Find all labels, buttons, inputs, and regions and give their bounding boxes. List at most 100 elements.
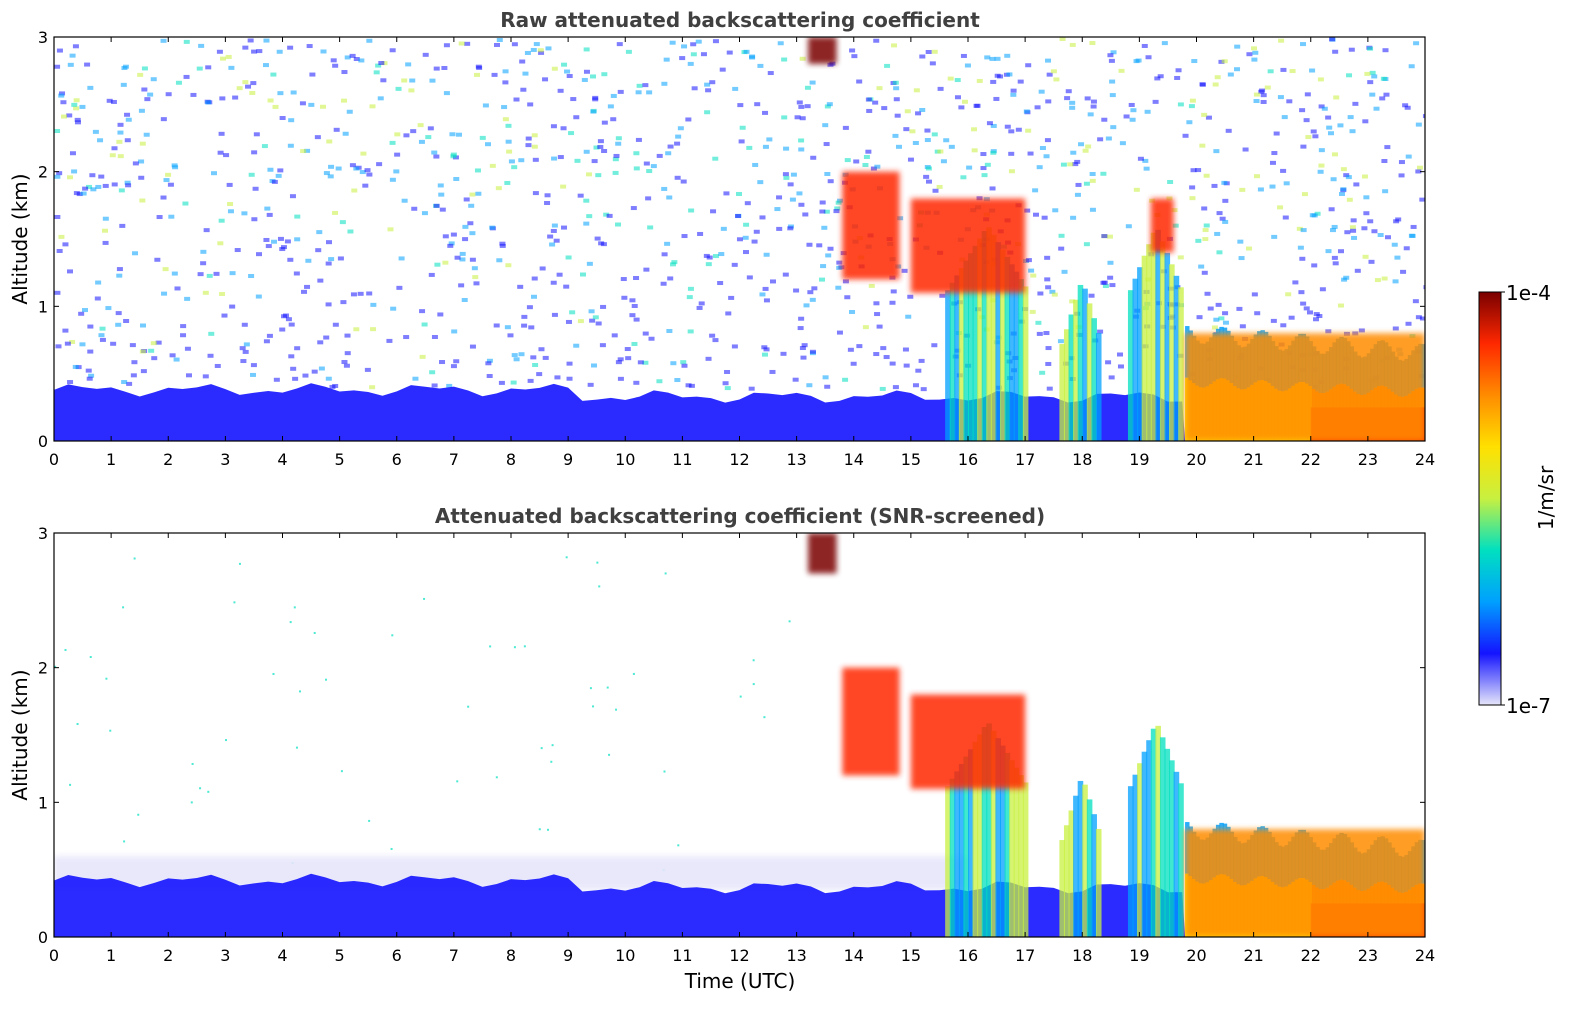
heatmap-cell bbox=[566, 74, 573, 79]
heatmap-cell bbox=[826, 102, 833, 107]
heatmap-cell bbox=[226, 182, 233, 187]
heatmap-cell bbox=[263, 38, 270, 43]
heatmap-cell bbox=[1101, 234, 1108, 239]
heatmap-cell bbox=[102, 228, 109, 233]
heatmap-cell bbox=[148, 348, 155, 353]
x-tick-label: 10 bbox=[615, 946, 635, 965]
heatmap-cell bbox=[1145, 55, 1152, 60]
heatmap-plume bbox=[1091, 318, 1097, 441]
heatmap-cell bbox=[1392, 326, 1399, 331]
heatmap-cell bbox=[442, 260, 449, 265]
heatmap-cell bbox=[1024, 208, 1031, 213]
heatmap-cell bbox=[804, 85, 811, 90]
heatmap-cell bbox=[366, 291, 373, 296]
heatmap-cell bbox=[473, 281, 480, 286]
heatmap-cell bbox=[190, 92, 197, 97]
heatmap-cell bbox=[102, 216, 109, 221]
heatmap-cell bbox=[1253, 99, 1260, 104]
heatmap-cell bbox=[225, 739, 228, 742]
heatmap-cell bbox=[1125, 224, 1132, 229]
heatmap-cell bbox=[229, 271, 236, 276]
heatmap-cell bbox=[746, 145, 753, 150]
heatmap-cell bbox=[1363, 211, 1370, 216]
heatmap-cell bbox=[753, 229, 760, 234]
heatmap-cell bbox=[549, 242, 556, 247]
heatmap-cell bbox=[551, 66, 558, 71]
heatmap-cell bbox=[1271, 234, 1278, 239]
heatmap-cell bbox=[69, 53, 76, 58]
heatmap-cell bbox=[798, 138, 805, 143]
heatmap-cell bbox=[824, 104, 831, 109]
heatmap-cell bbox=[615, 708, 618, 711]
heatmap-cell bbox=[360, 151, 367, 156]
heatmap-cell bbox=[742, 235, 749, 240]
heatmap-cell bbox=[391, 634, 394, 637]
heatmap-cell bbox=[1133, 187, 1140, 192]
heatmap-cell bbox=[610, 93, 617, 98]
heatmap-cell bbox=[469, 192, 476, 197]
heatmap-cell bbox=[105, 677, 108, 680]
heatmap-cell bbox=[139, 198, 146, 203]
heatmap-plume bbox=[977, 734, 983, 937]
heatmap-cell bbox=[783, 175, 790, 180]
heatmap-cell bbox=[469, 257, 476, 262]
heatmap-cell bbox=[72, 44, 79, 49]
heatmap-cell bbox=[341, 70, 348, 75]
heatmap-cell bbox=[190, 801, 193, 804]
heatmap-cell bbox=[451, 329, 458, 334]
heatmap-cell bbox=[1144, 109, 1151, 114]
heatmap-cell bbox=[1340, 167, 1347, 172]
heatmap-cell bbox=[122, 64, 129, 69]
heatmap-cell bbox=[1350, 228, 1357, 233]
heatmap-cell bbox=[687, 61, 694, 66]
heatmap-cell bbox=[293, 606, 296, 609]
heatmap-cell bbox=[1381, 159, 1388, 164]
heatmap-cell bbox=[594, 236, 601, 241]
heatmap-cell bbox=[925, 49, 932, 54]
heatmap-cell bbox=[799, 346, 806, 351]
heatmap-cell bbox=[327, 174, 334, 179]
heatmap-cell bbox=[1354, 268, 1361, 273]
heatmap-cell bbox=[1352, 101, 1359, 106]
heatmap-cell bbox=[907, 294, 914, 299]
heatmap-plume bbox=[1132, 774, 1139, 937]
heatmap-cell bbox=[366, 38, 373, 43]
heatmap-cell bbox=[468, 203, 475, 208]
x-tick-label: 3 bbox=[220, 946, 230, 965]
heatmap-cell bbox=[279, 327, 286, 332]
heatmap-cell bbox=[1300, 301, 1307, 306]
heatmap-cell bbox=[834, 206, 841, 211]
heatmap-cell bbox=[242, 80, 249, 85]
heatmap-cell bbox=[66, 269, 73, 274]
heatmap-cell bbox=[553, 238, 560, 243]
heatmap-cell bbox=[873, 301, 880, 306]
heatmap-cell bbox=[323, 171, 330, 176]
heatmap-cell bbox=[86, 376, 93, 381]
heatmap-cell bbox=[749, 55, 756, 60]
heatmap-cell bbox=[763, 298, 770, 303]
heatmap-cell bbox=[389, 140, 396, 145]
heatmap-plume bbox=[1068, 314, 1075, 441]
heatmap-cell bbox=[570, 97, 577, 102]
heatmap-cell bbox=[863, 155, 870, 160]
heatmap-cell bbox=[1108, 58, 1115, 63]
heatmap-cell bbox=[842, 125, 849, 130]
heatmap-cell bbox=[373, 70, 380, 75]
heatmap-cell bbox=[710, 209, 717, 214]
heatmap-cell bbox=[1327, 131, 1334, 136]
heatmap-cell bbox=[892, 80, 899, 85]
heatmap-cell bbox=[1319, 287, 1326, 292]
heatmap-cell bbox=[1292, 280, 1299, 285]
heatmap-cell bbox=[1045, 361, 1052, 366]
heatmap-plume bbox=[1159, 241, 1166, 441]
heatmap-cell bbox=[319, 104, 326, 109]
heatmap-plume bbox=[945, 290, 951, 441]
heatmap-cell bbox=[138, 175, 145, 180]
heatmap-plume bbox=[1169, 760, 1175, 937]
heatmap-cell bbox=[381, 61, 388, 66]
heatmap-cell bbox=[583, 198, 590, 203]
heatmap-plume bbox=[1164, 252, 1171, 441]
heatmap-cell bbox=[677, 126, 684, 131]
heatmap-cell bbox=[577, 193, 584, 198]
heatmap-feature bbox=[808, 37, 837, 64]
